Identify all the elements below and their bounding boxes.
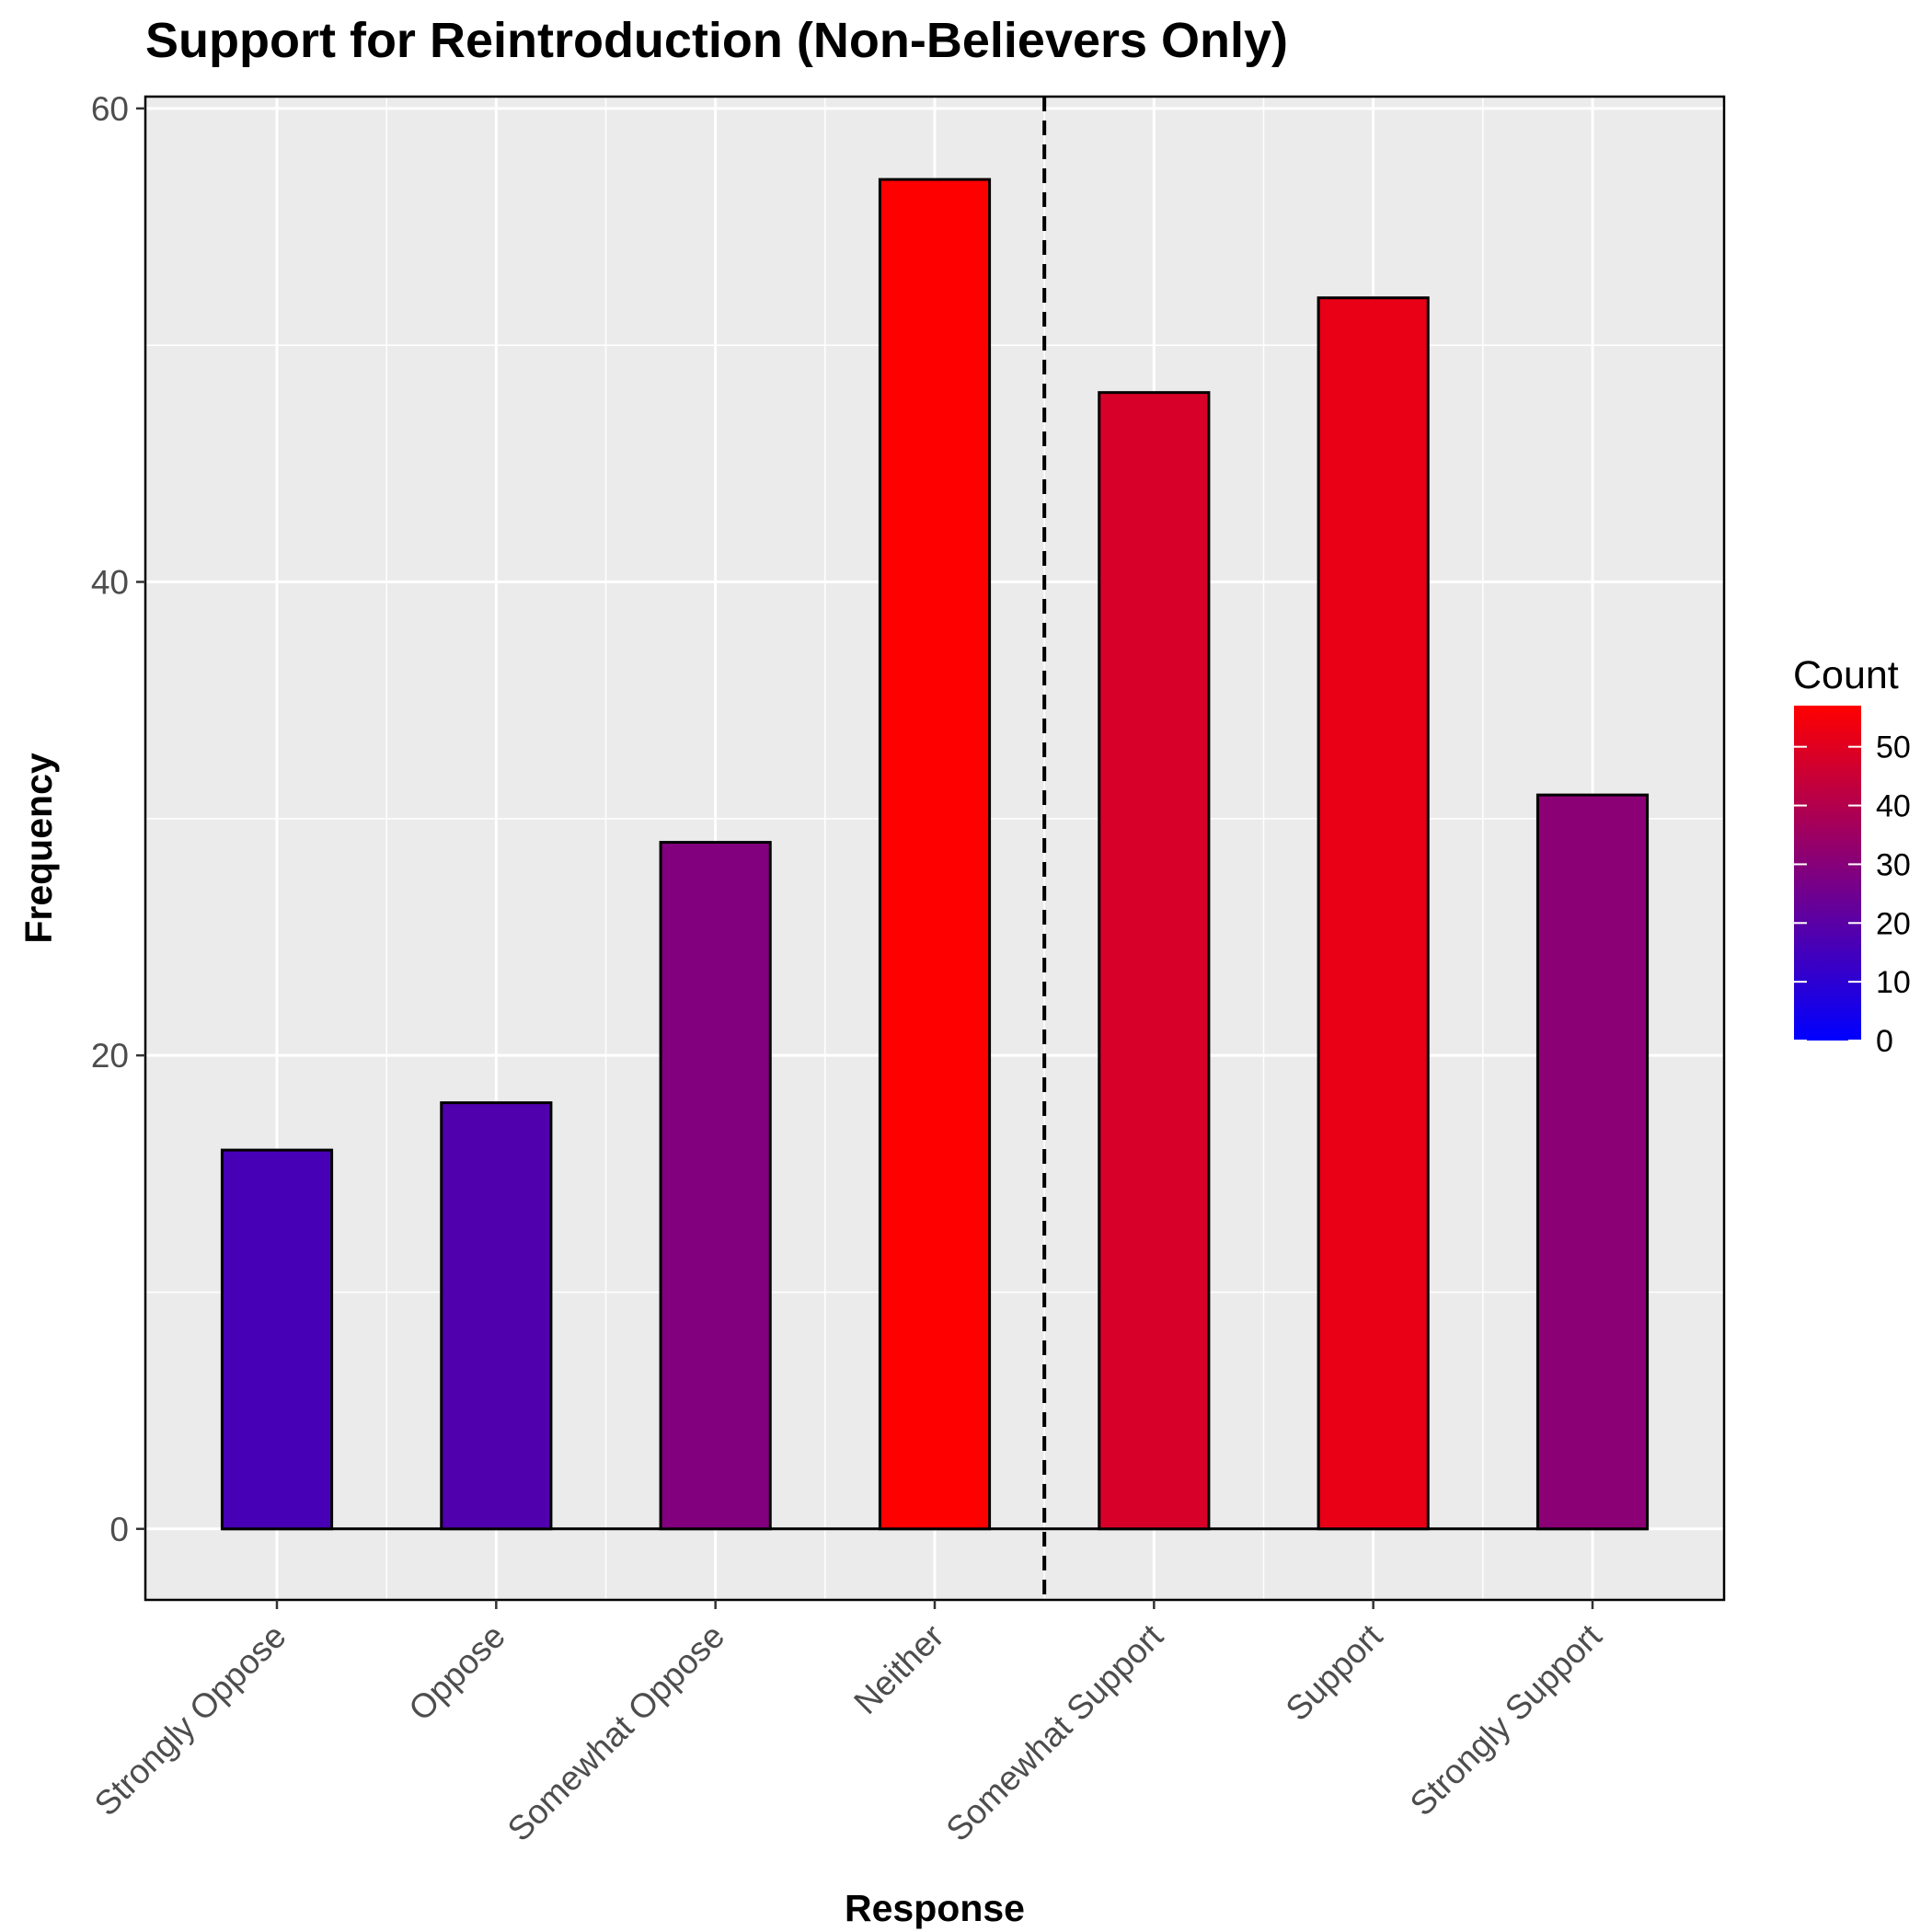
bar-neither (878, 178, 992, 1531)
legend-tick-label: 30 (1876, 847, 1911, 882)
x-tick-label: Neither (846, 1617, 950, 1721)
color-legend: Count 0 10 20 30 40 50 (1793, 653, 1911, 1059)
legend-tick-label: 50 (1876, 730, 1911, 765)
legend-tick-label: 40 (1876, 789, 1911, 824)
bar-somewhat-oppose (659, 841, 772, 1531)
legend-tick-label: 20 (1876, 906, 1911, 941)
bar-support (1317, 296, 1430, 1531)
x-tick-label: Support (1279, 1616, 1390, 1728)
y-tick-label: 0 (109, 1511, 129, 1548)
chart-title: Support for Reintroduction (Non-Believer… (145, 13, 1288, 68)
y-axis-title: Frequency (17, 753, 60, 944)
legend-tick-label: 10 (1876, 965, 1911, 1000)
legend-tick-label: 0 (1876, 1024, 1893, 1059)
y-tick-label: 60 (91, 90, 129, 128)
x-tick-label: Strongly Oppose (87, 1617, 293, 1823)
bars (220, 178, 1650, 1531)
legend-title: Count (1793, 653, 1899, 697)
x-axis-title: Response (845, 1887, 1025, 1929)
bar-strongly-oppose (220, 1148, 334, 1531)
y-tick-label: 20 (91, 1037, 129, 1075)
x-tick-label: Somewhat Oppose (500, 1617, 732, 1849)
legend-color-bar (1794, 706, 1861, 1041)
bar-somewhat-support (1098, 391, 1211, 1531)
bar-strongly-support (1535, 793, 1650, 1531)
x-tick-label: Oppose (401, 1617, 512, 1729)
x-tick-label: Somewhat Support (938, 1616, 1170, 1848)
x-tick-label: Strongly Support (1403, 1616, 1609, 1823)
y-axis: 0 20 40 60 (91, 90, 145, 1548)
legend-ticks: 0 10 20 30 40 50 (1794, 730, 1911, 1059)
bar-oppose (440, 1101, 553, 1531)
y-tick-label: 40 (91, 564, 129, 602)
